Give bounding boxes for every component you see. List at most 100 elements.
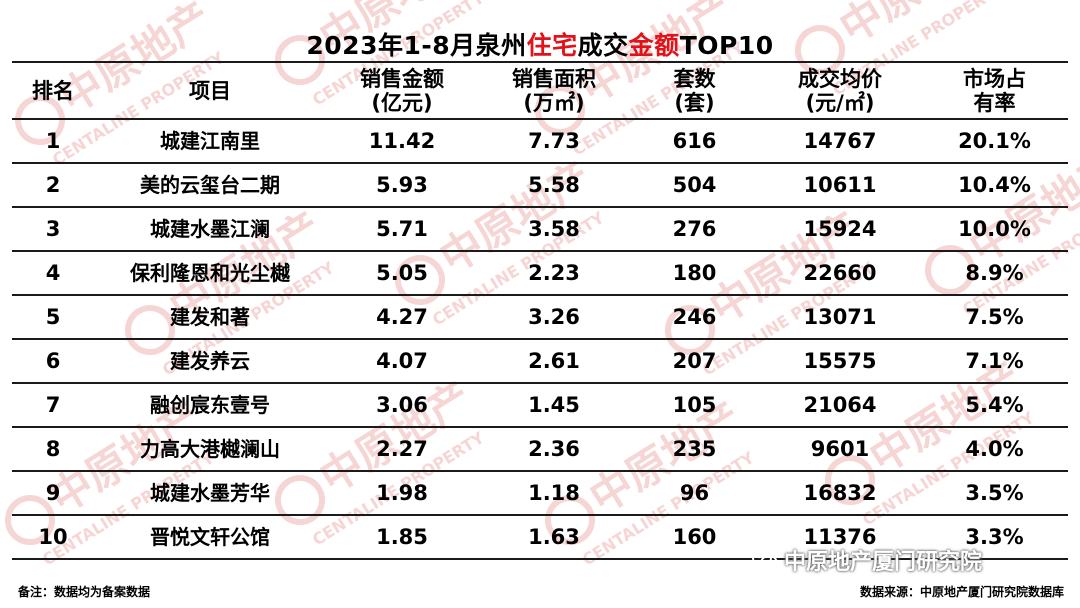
area-cell: 3.26: [478, 294, 630, 340]
share-cell: 20.1%: [921, 118, 1068, 164]
header-units: 套数 (套): [630, 61, 759, 120]
title-prefix: 2023年1-8月泉州: [306, 31, 527, 60]
rank-cell: 1: [12, 118, 94, 164]
units-cell: 276: [630, 206, 759, 252]
share-cell: 4.0%: [921, 426, 1068, 472]
header-market-share: 市场占 有率: [921, 61, 1068, 120]
units-cell: 160: [630, 514, 759, 560]
amount-cell: 1.85: [326, 514, 478, 560]
page-title: 2023年1-8月泉州住宅成交金额TOP10: [0, 30, 1080, 62]
area-cell: 7.73: [478, 118, 630, 164]
rank-cell: 3: [12, 206, 94, 252]
footer-source: 数据来源：中原地产厦门研究院数据库: [859, 585, 1064, 599]
area-cell: 2.61: [478, 338, 630, 384]
price-cell: 21064: [759, 382, 921, 428]
rank-cell: 9: [12, 470, 94, 516]
table-row: 9 城建水墨芳华 1.98 1.18 96 16832 3.5%: [12, 470, 1068, 516]
units-cell: 105: [630, 382, 759, 428]
table-row: 6 建发养云 4.07 2.61 207 15575 7.1%: [12, 338, 1068, 384]
project-cell: 保利隆恩和光尘樾: [94, 250, 326, 296]
area-cell: 1.63: [478, 514, 630, 560]
units-cell: 246: [630, 294, 759, 340]
header-project: 项目: [94, 61, 326, 120]
rank-cell: 8: [12, 426, 94, 472]
title-highlight-residential: 住宅: [526, 31, 578, 60]
project-cell: 城建水墨江澜: [94, 206, 326, 252]
units-cell: 616: [630, 118, 759, 164]
table-header-row: 排名 项目 销售金额 (亿元) 销售面积 (万㎡) 套数 (套) 成交均价 (元/㎡) …: [12, 61, 1068, 120]
table-row: 3 城建水墨江澜 5.71 3.58 276 15924 10.0%: [12, 206, 1068, 252]
rank-cell: 2: [12, 162, 94, 208]
amount-cell: 5.93: [326, 162, 478, 208]
project-cell: 建发养云: [94, 338, 326, 384]
footer-note: 备注：数据均为备案数据: [18, 585, 151, 599]
table-row: 10 晋悦文轩公馆 1.85 1.63 160 11376 3.3%: [12, 514, 1068, 560]
share-cell: 5.4%: [921, 382, 1068, 428]
price-cell: 14767: [759, 118, 921, 164]
project-cell: 力高大港樾澜山: [94, 426, 326, 472]
table-row: 5 建发和著 4.27 3.26 246 13071 7.5%: [12, 294, 1068, 340]
share-cell: 3.5%: [921, 470, 1068, 516]
amount-cell: 5.05: [326, 250, 478, 296]
share-cell: 10.0%: [921, 206, 1068, 252]
share-cell: 3.3%: [921, 514, 1068, 560]
title-middle: 成交: [577, 31, 629, 60]
amount-cell: 4.27: [326, 294, 478, 340]
table-row: 7 融创宸东壹号 3.06 1.45 105 21064 5.4%: [12, 382, 1068, 428]
header-rank: 排名: [12, 61, 94, 120]
price-cell: 16832: [759, 470, 921, 516]
header-avg-price: 成交均价 (元/㎡): [759, 61, 921, 120]
project-cell: 美的云玺台二期: [94, 162, 326, 208]
amount-cell: 4.07: [326, 338, 478, 384]
project-cell: 融创宸东壹号: [94, 382, 326, 428]
area-cell: 1.45: [478, 382, 630, 428]
amount-cell: 3.06: [326, 382, 478, 428]
units-cell: 235: [630, 426, 759, 472]
price-cell: 11376: [759, 514, 921, 560]
project-cell: 建发和著: [94, 294, 326, 340]
table-row: 8 力高大港樾澜山 2.27 2.36 235 9601 4.0%: [12, 426, 1068, 472]
share-cell: 7.5%: [921, 294, 1068, 340]
wechat-icon: [752, 549, 778, 570]
rank-cell: 7: [12, 382, 94, 428]
amount-cell: 1.98: [326, 470, 478, 516]
price-cell: 15575: [759, 338, 921, 384]
amount-cell: 2.27: [326, 426, 478, 472]
price-cell: 15924: [759, 206, 921, 252]
units-cell: 96: [630, 470, 759, 516]
share-cell: 8.9%: [921, 250, 1068, 296]
area-cell: 2.36: [478, 426, 630, 472]
header-sales-amount: 销售金额 (亿元): [326, 61, 478, 120]
units-cell: 180: [630, 250, 759, 296]
title-suffix: TOP10: [679, 31, 774, 60]
area-cell: 1.18: [478, 470, 630, 516]
project-cell: 城建江南里: [94, 118, 326, 164]
share-cell: 7.1%: [921, 338, 1068, 384]
table-row: 4 保利隆恩和光尘樾 5.05 2.23 180 22660 8.9%: [12, 250, 1068, 296]
units-cell: 504: [630, 162, 759, 208]
header-sales-area: 销售面积 (万㎡): [478, 61, 630, 120]
rank-cell: 10: [12, 514, 94, 560]
title-highlight-amount: 金额: [628, 31, 680, 60]
price-cell: 10611: [759, 162, 921, 208]
area-cell: 3.58: [478, 206, 630, 252]
project-cell: 晋悦文轩公馆: [94, 514, 326, 560]
wechat-account-name: 中原地产厦门研究院: [784, 550, 983, 575]
project-cell: 城建水墨芳华: [94, 470, 326, 516]
wechat-account-badge: 中原地产厦门研究院: [752, 545, 982, 575]
price-cell: 9601: [759, 426, 921, 472]
ranking-table: 排名 项目 销售金额 (亿元) 销售面积 (万㎡) 套数 (套) 成交均价 (元/㎡) …: [12, 61, 1068, 560]
share-cell: 10.4%: [921, 162, 1068, 208]
price-cell: 22660: [759, 250, 921, 296]
amount-cell: 11.42: [326, 118, 478, 164]
rank-cell: 5: [12, 294, 94, 340]
rank-cell: 6: [12, 338, 94, 384]
area-cell: 2.23: [478, 250, 630, 296]
price-cell: 13071: [759, 294, 921, 340]
amount-cell: 5.71: [326, 206, 478, 252]
table-row: 1 城建江南里 11.42 7.73 616 14767 20.1%: [12, 118, 1068, 164]
units-cell: 207: [630, 338, 759, 384]
table-row: 2 美的云玺台二期 5.93 5.58 504 10611 10.4%: [12, 162, 1068, 208]
area-cell: 5.58: [478, 162, 630, 208]
